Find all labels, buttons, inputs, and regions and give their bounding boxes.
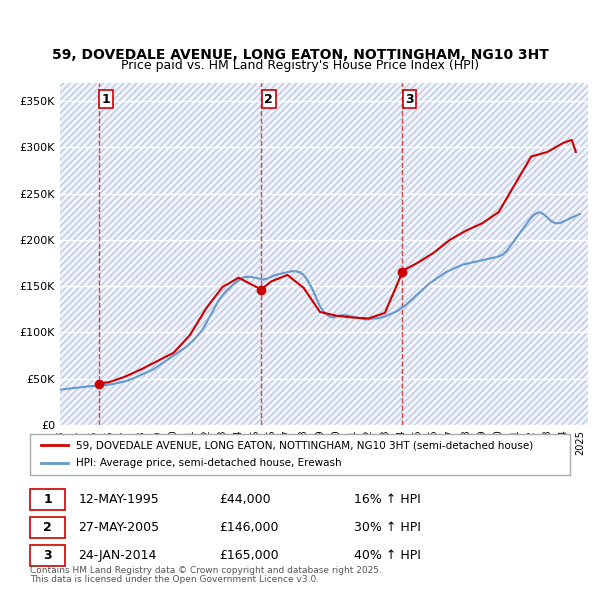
Text: 3: 3 (405, 93, 414, 106)
Text: 1: 1 (102, 93, 110, 106)
Text: £165,000: £165,000 (219, 549, 278, 562)
Text: HPI: Average price, semi-detached house, Erewash: HPI: Average price, semi-detached house,… (76, 458, 341, 468)
Text: This data is licensed under the Open Government Licence v3.0.: This data is licensed under the Open Gov… (30, 575, 319, 584)
Text: Price paid vs. HM Land Registry's House Price Index (HPI): Price paid vs. HM Land Registry's House … (121, 59, 479, 72)
FancyBboxPatch shape (30, 489, 65, 510)
Text: 1: 1 (43, 493, 52, 506)
Text: 16% ↑ HPI: 16% ↑ HPI (354, 493, 421, 506)
Text: 12-MAY-1995: 12-MAY-1995 (79, 493, 160, 506)
Text: 40% ↑ HPI: 40% ↑ HPI (354, 549, 421, 562)
FancyBboxPatch shape (30, 545, 65, 566)
Text: £44,000: £44,000 (219, 493, 271, 506)
Text: 24-JAN-2014: 24-JAN-2014 (79, 549, 157, 562)
Text: 59, DOVEDALE AVENUE, LONG EATON, NOTTINGHAM, NG10 3HT (semi-detached house): 59, DOVEDALE AVENUE, LONG EATON, NOTTING… (76, 440, 533, 450)
Text: Contains HM Land Registry data © Crown copyright and database right 2025.: Contains HM Land Registry data © Crown c… (30, 566, 382, 575)
Text: 59, DOVEDALE AVENUE, LONG EATON, NOTTINGHAM, NG10 3HT: 59, DOVEDALE AVENUE, LONG EATON, NOTTING… (52, 48, 548, 62)
Text: 2: 2 (264, 93, 273, 106)
Text: £146,000: £146,000 (219, 521, 278, 534)
Text: 2: 2 (43, 521, 52, 534)
FancyBboxPatch shape (30, 517, 65, 538)
Text: 27-MAY-2005: 27-MAY-2005 (79, 521, 160, 534)
Text: 30% ↑ HPI: 30% ↑ HPI (354, 521, 421, 534)
FancyBboxPatch shape (30, 434, 570, 475)
Text: 3: 3 (44, 549, 52, 562)
